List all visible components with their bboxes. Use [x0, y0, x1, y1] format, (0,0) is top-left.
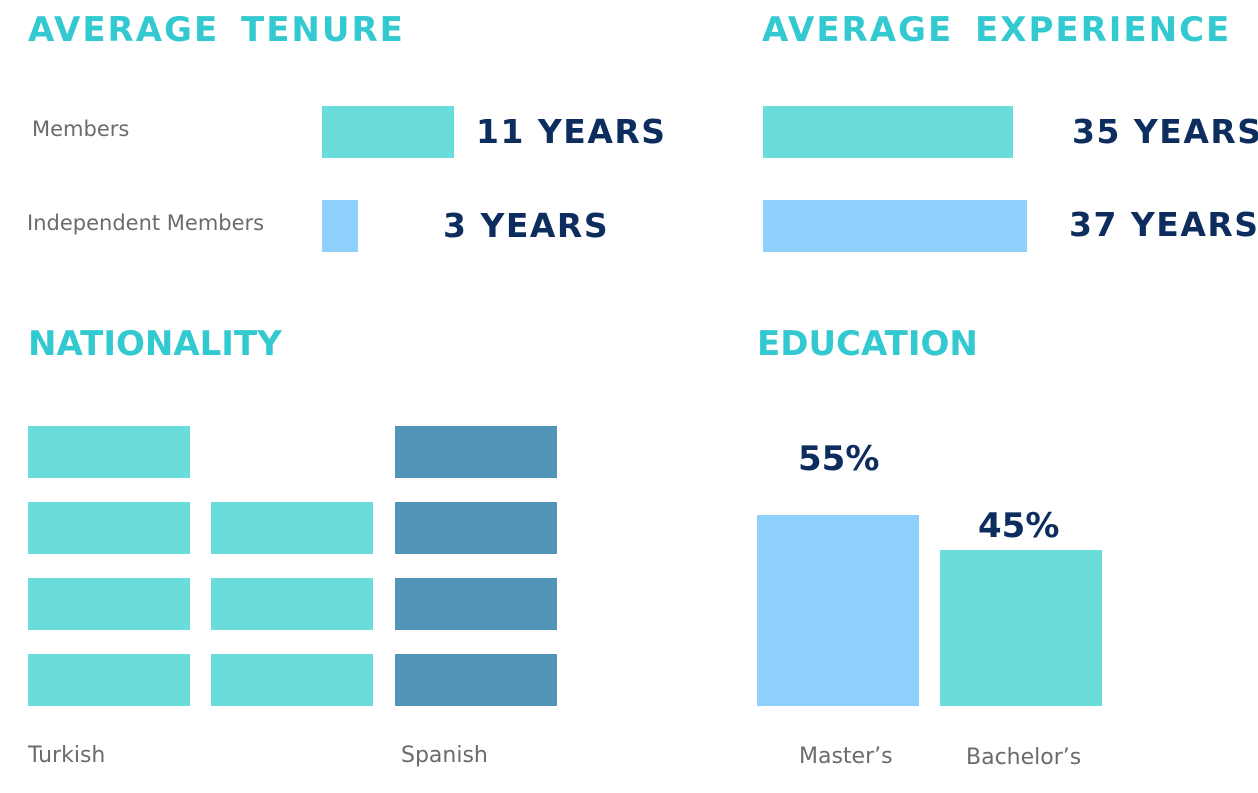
nationality-category-label: Turkish [28, 743, 106, 768]
tenure-title: AVERAGE TENURE [28, 10, 405, 50]
education-title: EDUCATION [757, 324, 978, 364]
nationality-block [395, 654, 557, 706]
nationality-block [28, 654, 190, 706]
nationality-block [211, 654, 373, 706]
nationality-block [395, 426, 557, 478]
tenure-bar-members [322, 106, 454, 158]
education-category-label: Master’s [799, 744, 893, 769]
nationality-block [28, 502, 190, 554]
tenure-category-label: Members [32, 117, 130, 141]
nationality-title: NATIONALITY [28, 324, 282, 364]
nationality-block [395, 578, 557, 630]
tenure-category-label: Independent Members [27, 211, 265, 235]
experience-value-label: 37 YEARS [1069, 205, 1258, 244]
tenure-value-label: 11 YEARS [476, 112, 667, 151]
nationality-category-label: Spanish [401, 743, 488, 768]
tenure-value-label: 3 YEARS [443, 206, 610, 245]
nationality-block [395, 502, 557, 554]
education-bar-bachelors [940, 550, 1102, 706]
nationality-block [28, 426, 190, 478]
education-value-label: 55% [798, 439, 880, 479]
experience-value-label: 35 YEARS [1072, 112, 1258, 151]
experience-bar-members [763, 106, 1013, 158]
education-category-label: Bachelor’s [966, 745, 1082, 770]
experience-bar-independent [763, 200, 1027, 252]
nationality-block [28, 578, 190, 630]
nationality-block [211, 578, 373, 630]
experience-title: AVERAGE EXPERIENCE [762, 10, 1232, 50]
education-value-label: 45% [978, 506, 1060, 546]
education-bar-masters [757, 515, 919, 706]
nationality-block [211, 502, 373, 554]
tenure-bar-independent [322, 200, 358, 252]
